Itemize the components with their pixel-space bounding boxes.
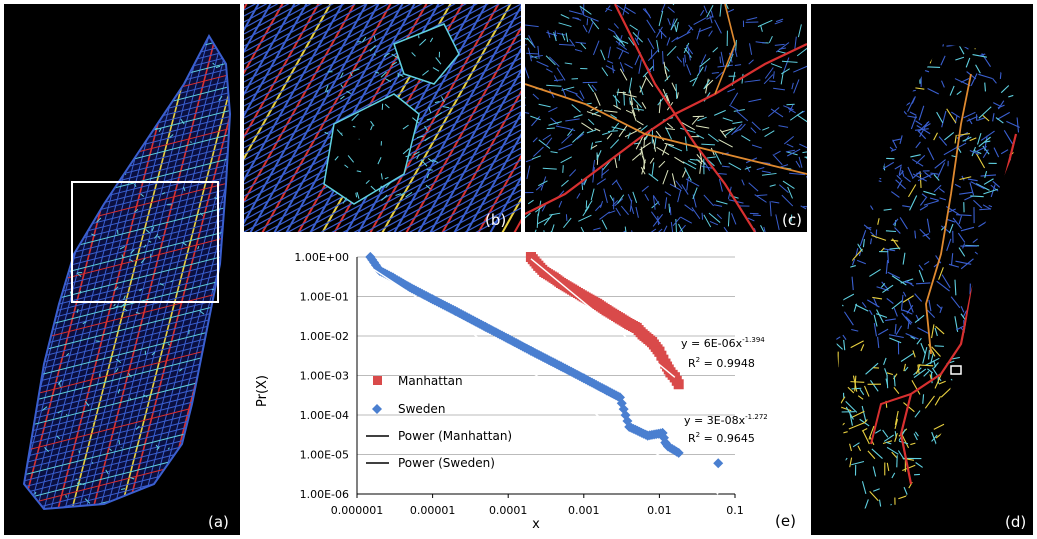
data-point-fill [618,404,629,415]
data-point-sweden [556,361,567,372]
y-tick-label: 1.00E-03 [300,370,349,383]
y-axis-label: Pr(X) [255,375,270,407]
data-point-manhattan [614,313,625,324]
panel-a-manhattan-map: (a) [4,4,240,535]
data-point-sweden [365,252,376,262]
data-point-sweden [601,385,612,396]
panel-e-chart: 1.00E-06 1.00E-05 1.00E-04 1.00E-03 1.00E-02… [244,236,807,535]
x-tick-labels: 0.000001 0.00001 0.0001 0.001 0.01 0.1 [331,504,744,517]
data-point-manhattan [567,284,578,295]
panel-d-label: (d) [1005,513,1027,531]
data-point-manhattan [525,252,536,262]
manhattan-equation: y = 6E-06x-1.394 [681,336,765,350]
data-point-manhattan [647,337,658,348]
y-tick-label: 1.00E-05 [300,449,349,462]
manhattan-network-image [22,33,232,511]
data-point-manhattan [673,379,684,390]
data-point-sweden [642,430,653,441]
city-marker-box [950,365,962,375]
trendline-power-sweden- [369,266,719,495]
x-tick-label: 0.000001 [331,504,384,517]
data-point-sweden [388,272,399,283]
data-point-sweden [624,421,635,432]
data-point-sweden [657,428,668,439]
x-axis-label: x [532,517,540,532]
data-point-sweden [480,321,491,332]
panel-b-label: (b) [485,211,507,229]
data-point-manhattan [654,346,665,357]
sweden-city-network [525,4,807,232]
x-tick-label: 0.01 [647,504,672,517]
data-points [365,252,724,469]
data-point-manhattan [624,319,635,330]
degree-distribution-chart: 1.00E-06 1.00E-05 1.00E-04 1.00E-03 1.00E-02… [255,251,768,532]
legend-label-sweden: Sweden [398,402,445,416]
trendlines [369,258,719,495]
x-tick-label: 0.1 [726,504,744,517]
sweden-r-squared: R2 = 0.9645 [688,431,755,445]
data-point-manhattan [533,260,544,271]
x-tick-label: 0.001 [568,504,600,517]
y-tick-label: 1.00E-06 [300,488,349,501]
y-tick-labels: 1.00E-06 1.00E-05 1.00E-04 1.00E-03 1.00E-02… [294,251,349,501]
data-point-sweden [713,458,724,469]
data-point-fill [620,410,631,421]
data-point-sweden [503,333,514,344]
data-point-sweden [663,441,674,452]
data-point-sweden [427,294,438,305]
sweden-equation: y = 3E-08x-1.272 [684,413,768,427]
annotations: y = 6E-06x-1.394 R2 = 0.9948 y = 3E-08x-… [681,336,768,445]
legend-marker-manhattan [373,376,382,385]
panel-c-sweden-city: (c) [525,4,807,232]
sweden-city-network-image [525,4,807,232]
data-point-sweden [404,282,415,293]
data-point-manhattan [631,322,642,333]
trendline-power-manhattan- [530,258,676,378]
manhattan-street-grid [24,36,230,509]
sweden-road-network [836,44,1021,509]
data-point-sweden [525,345,536,356]
legend-label-power-manhattan: Power (Manhattan) [398,429,512,443]
zoom-box [71,181,219,303]
data-point-manhattan [592,298,603,309]
legend: Manhattan Sweden Power (Manhattan) Power… [366,374,512,470]
data-point-manhattan [601,305,612,316]
data-point-sweden [673,447,684,458]
y-tick-label: 1.00E-02 [300,330,349,343]
x-tick-label: 0.00001 [410,504,456,517]
legend-label-manhattan: Manhattan [398,374,463,388]
data-point-manhattan [660,358,671,369]
data-point-sweden [374,265,385,276]
panel-d-sweden-map: (d) [811,4,1033,535]
manhattan-zoom-image [244,4,521,232]
y-tick-label: 1.00E+00 [294,251,349,264]
panel-a-label: (a) [208,513,229,531]
panel-c-label: (c) [782,211,802,229]
data-point-sweden [578,373,589,384]
sweden-network-image [836,44,1021,509]
panel-e-label: (e) [775,512,796,530]
panel-b-manhattan-zoom: (b) [244,4,521,232]
data-point-manhattan [637,329,648,340]
data-point-sweden [614,392,625,403]
x-tick-label: 0.0001 [489,504,528,517]
data-point-manhattan [669,372,680,383]
y-tick-label: 1.00E-04 [300,409,349,422]
data-point-sweden [450,305,461,316]
data-point-manhattan [578,291,589,302]
legend-label-power-sweden: Power (Sweden) [398,456,495,470]
legend-marker-sweden [372,404,382,414]
manhattan-zoom-grid [244,4,521,232]
y-tick-label: 1.00E-01 [300,291,349,304]
data-point-manhattan [539,266,550,277]
manhattan-r-squared: R2 = 0.9948 [688,356,755,370]
